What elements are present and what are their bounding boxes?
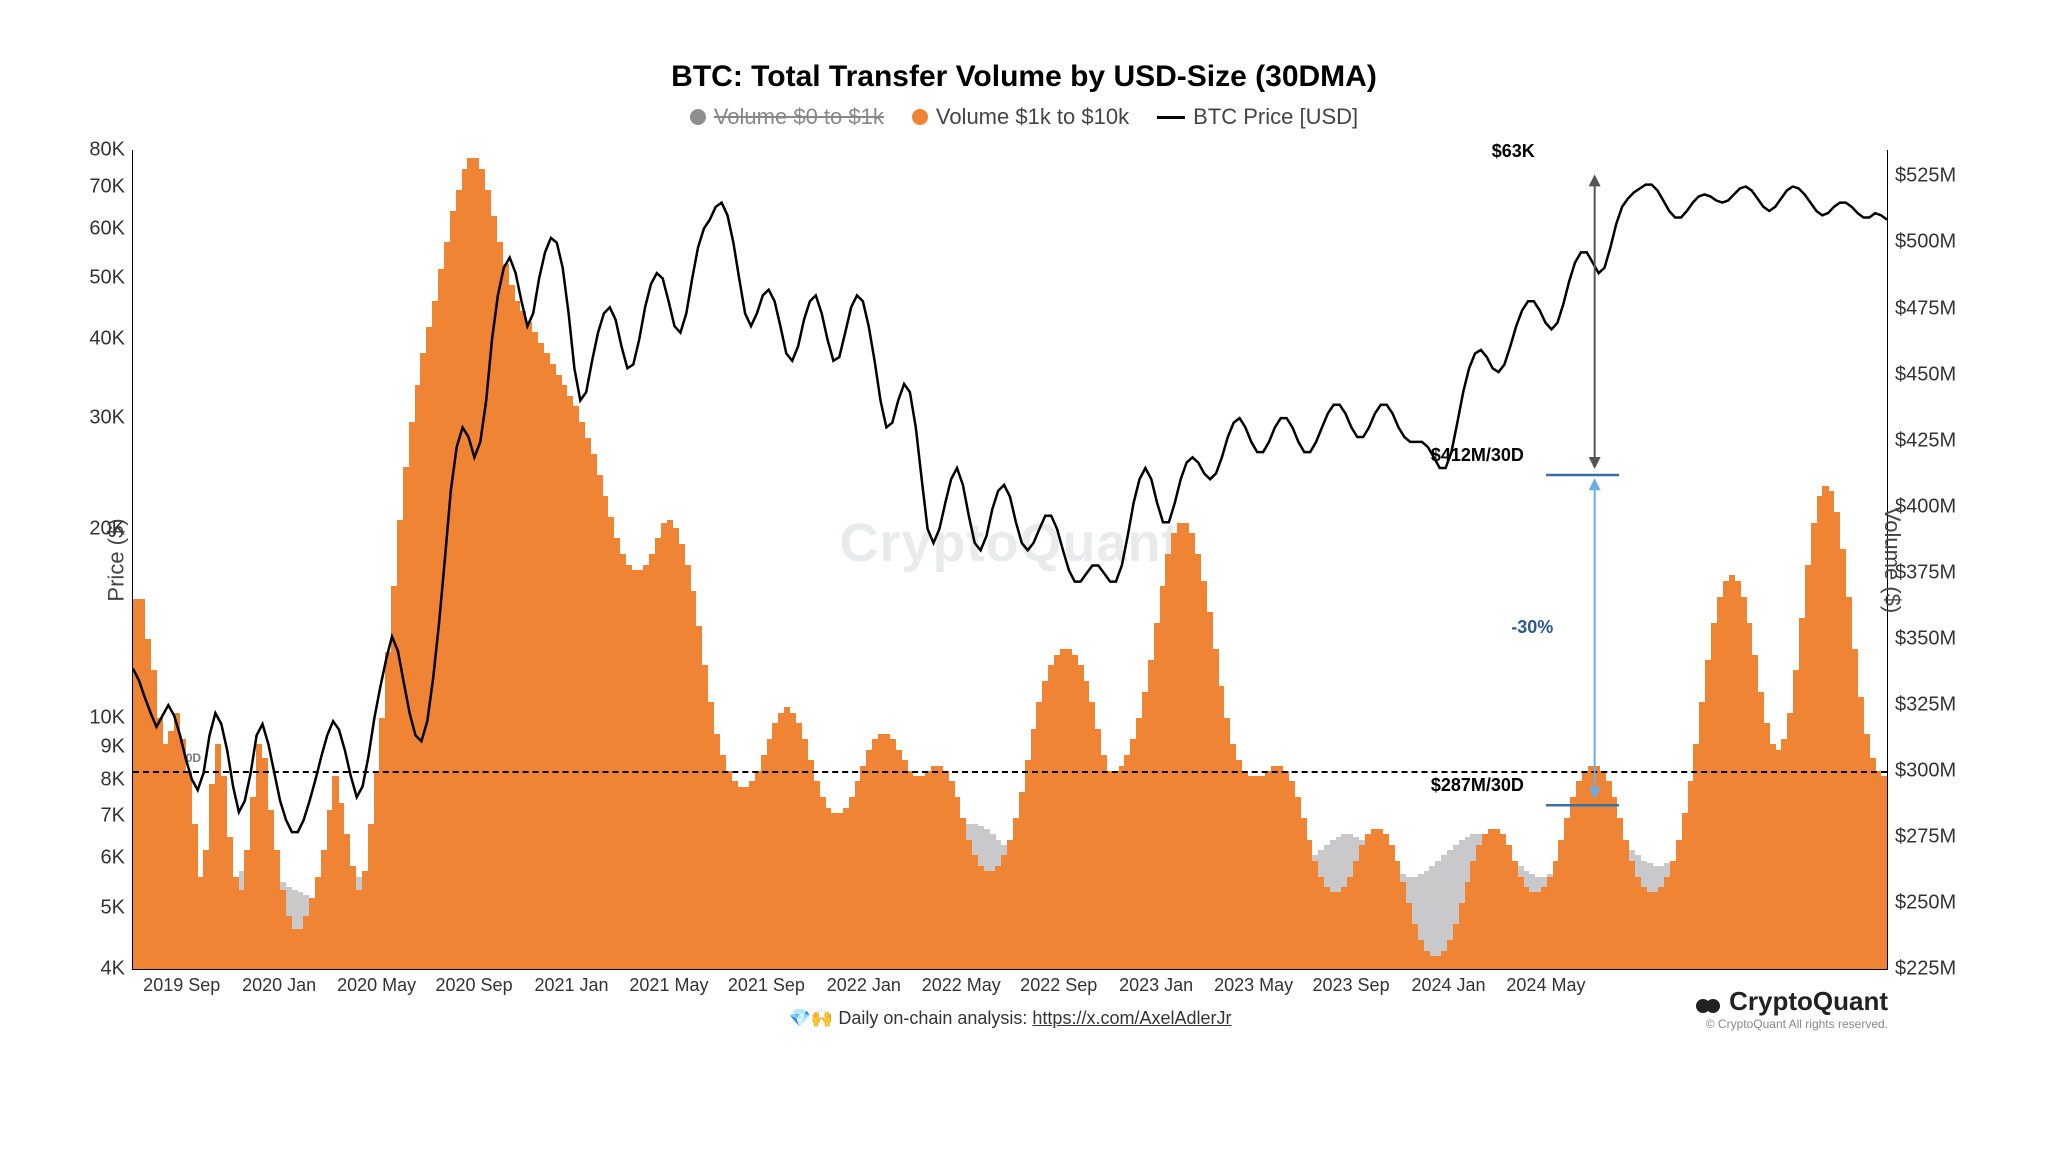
y-right-tick: $225M bbox=[1887, 958, 1956, 981]
y-left-tick: 50K bbox=[89, 267, 133, 290]
y-left-tick: 30K bbox=[89, 407, 133, 430]
footer: 💎🙌 Daily on-chain analysis: https://x.co… bbox=[132, 1008, 1888, 1029]
x-tick: 2021 May bbox=[629, 969, 708, 996]
legend-line-icon bbox=[1157, 116, 1185, 119]
x-tick: 2023 Sep bbox=[1313, 969, 1390, 996]
x-tick: 2021 Sep bbox=[728, 969, 805, 996]
brand: CryptoQuant © CryptoQuant All rights res… bbox=[1695, 986, 1888, 1031]
x-tick: 2020 Sep bbox=[436, 969, 513, 996]
y-right-tick: $325M bbox=[1887, 693, 1956, 716]
brand-copyright: © CryptoQuant All rights reserved. bbox=[1695, 1017, 1888, 1031]
x-tick: 2022 May bbox=[922, 969, 1001, 996]
brand-logo-icon bbox=[1695, 992, 1723, 1012]
chart-legend: Volume $0 to $1k Volume $1k to $10k BTC … bbox=[60, 104, 1988, 130]
volume-bar bbox=[1881, 776, 1887, 969]
legend-dot-gray bbox=[690, 109, 706, 125]
x-tick: 2024 May bbox=[1506, 969, 1585, 996]
y-right-tick: $300M bbox=[1887, 759, 1956, 782]
y-right-tick: $275M bbox=[1887, 825, 1956, 848]
y-left-tick: 70K bbox=[89, 175, 133, 198]
y-left-tick: 20K bbox=[89, 517, 133, 540]
y-left-tick: 6K bbox=[101, 847, 133, 870]
legend-item-gray: Volume $0 to $1k bbox=[690, 104, 884, 130]
x-tick: 2024 Jan bbox=[1411, 969, 1485, 996]
x-tick: 2021 Jan bbox=[534, 969, 608, 996]
y-right-tick: $400M bbox=[1887, 495, 1956, 518]
y-left-tick: 60K bbox=[89, 217, 133, 240]
y-right-tick: $450M bbox=[1887, 363, 1956, 386]
y-right-tick: $250M bbox=[1887, 891, 1956, 914]
x-tick: 2023 May bbox=[1214, 969, 1293, 996]
x-tick: 2020 Jan bbox=[242, 969, 316, 996]
x-tick: 2020 May bbox=[337, 969, 416, 996]
y-left-tick: 80K bbox=[89, 139, 133, 162]
plot-area: Price ($) Volume ($) CryptoQuant 4K5K6K7… bbox=[132, 150, 1888, 970]
x-tick: 2022 Sep bbox=[1020, 969, 1097, 996]
chart-title: BTC: Total Transfer Volume by USD-Size (… bbox=[60, 60, 1988, 94]
x-tick: 2019 Sep bbox=[143, 969, 220, 996]
legend-label-orange: Volume $1k to $10k bbox=[936, 104, 1129, 130]
legend-item-price: BTC Price [USD] bbox=[1157, 104, 1358, 130]
y-right-tick: $375M bbox=[1887, 561, 1956, 584]
footer-prefix: 💎🙌 Daily on-chain analysis: bbox=[789, 1008, 1033, 1028]
chart-container: BTC: Total Transfer Volume by USD-Size (… bbox=[60, 60, 1988, 1092]
y-right-tick: $425M bbox=[1887, 429, 1956, 452]
legend-label-price: BTC Price [USD] bbox=[1193, 104, 1358, 130]
x-tick: 2022 Jan bbox=[827, 969, 901, 996]
footer-link[interactable]: https://x.com/AxelAdlerJr bbox=[1032, 1008, 1231, 1028]
y-left-tick: 7K bbox=[101, 805, 133, 828]
legend-dot-orange bbox=[912, 109, 928, 125]
y-left-tick: 40K bbox=[89, 328, 133, 351]
legend-item-orange: Volume $1k to $10k bbox=[912, 104, 1129, 130]
legend-label-gray: Volume $0 to $1k bbox=[714, 104, 884, 130]
y-left-tick: 8K bbox=[101, 768, 133, 791]
y-right-tick: $475M bbox=[1887, 297, 1956, 320]
bars-layer bbox=[133, 150, 1887, 969]
x-tick: 2023 Jan bbox=[1119, 969, 1193, 996]
y-left-tick: 10K bbox=[89, 707, 133, 730]
y-left-tick: 5K bbox=[101, 896, 133, 919]
y-left-tick: 4K bbox=[101, 958, 133, 981]
y-left-tick: 9K bbox=[101, 736, 133, 759]
y-right-tick: $500M bbox=[1887, 231, 1956, 254]
y-right-tick: $350M bbox=[1887, 627, 1956, 650]
y-right-tick: $525M bbox=[1887, 165, 1956, 188]
brand-name: CryptoQuant bbox=[1729, 986, 1888, 1017]
